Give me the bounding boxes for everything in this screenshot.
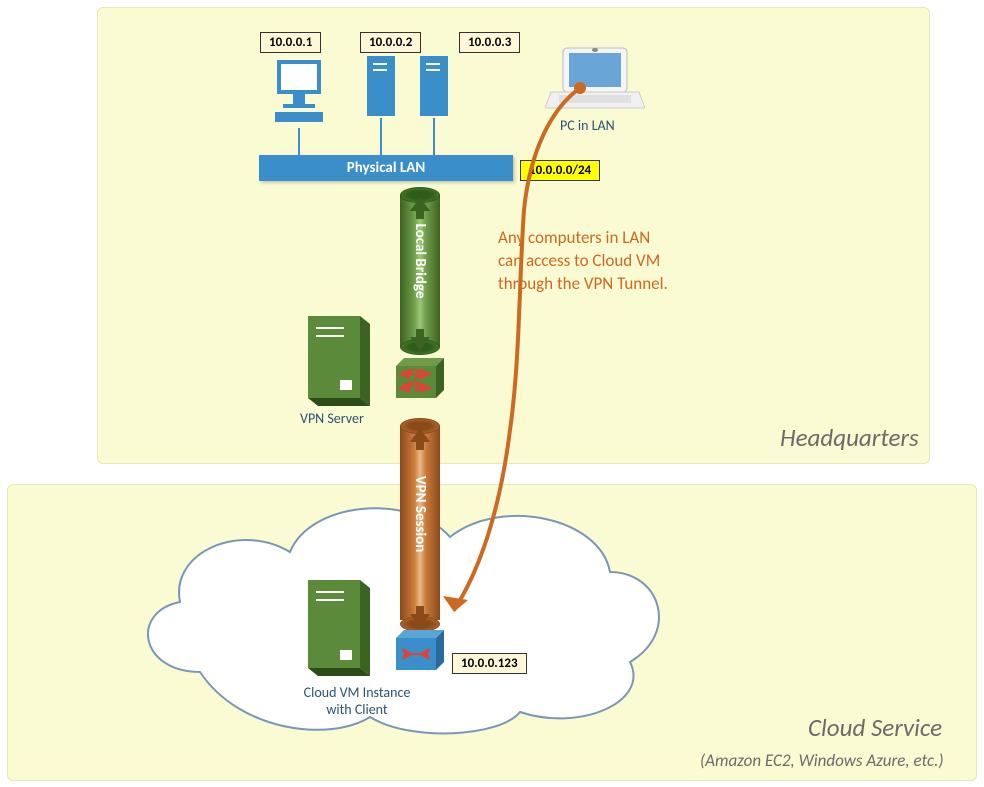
vpn-server-label: VPN Server: [300, 410, 364, 427]
local-bridge-pipe: Local Bridge: [400, 187, 440, 335]
vpn-session-pipe: VPN Session: [400, 418, 440, 610]
ip-label-pc2: 10.0.0.2: [360, 32, 421, 53]
vpn-server-icon: [300, 316, 370, 408]
hq-title: Headquarters: [780, 422, 919, 453]
physical-lan-bar: Physical LAN: [259, 155, 513, 181]
vpn-switch-icon: [392, 356, 448, 404]
connector-line: [433, 118, 435, 155]
cloud-vm-server-icon: [300, 580, 370, 680]
connector-line: [298, 128, 300, 155]
local-bridge-label: Local Bridge: [411, 224, 429, 299]
cloud-vm-label: Cloud VM Instance with Client: [277, 684, 437, 718]
ip-label-vm: 10.0.0.123: [452, 653, 527, 674]
cloud-switch-icon: [392, 628, 448, 676]
tower2-icon: [420, 56, 448, 126]
desktop-icon: [269, 56, 329, 131]
ip-label-pc3: 10.0.0.3: [459, 32, 520, 53]
tower1-icon: [367, 56, 395, 126]
ip-label-pc1: 10.0.0.1: [260, 32, 321, 53]
cloud-subtitle: (Amazon EC2, Windows Azure, etc.): [700, 750, 944, 771]
ip-label-subnet: 10.0.0.0/24: [520, 160, 600, 181]
pc-in-lan-label: PC in LAN: [560, 117, 615, 134]
laptop-icon: [545, 44, 645, 116]
vpn-session-label: VPN Session: [411, 476, 429, 553]
description-text: Any computers in LAN can access to Cloud…: [498, 227, 668, 296]
cloud-title: Cloud Service: [808, 712, 942, 743]
connector-line: [380, 118, 382, 155]
